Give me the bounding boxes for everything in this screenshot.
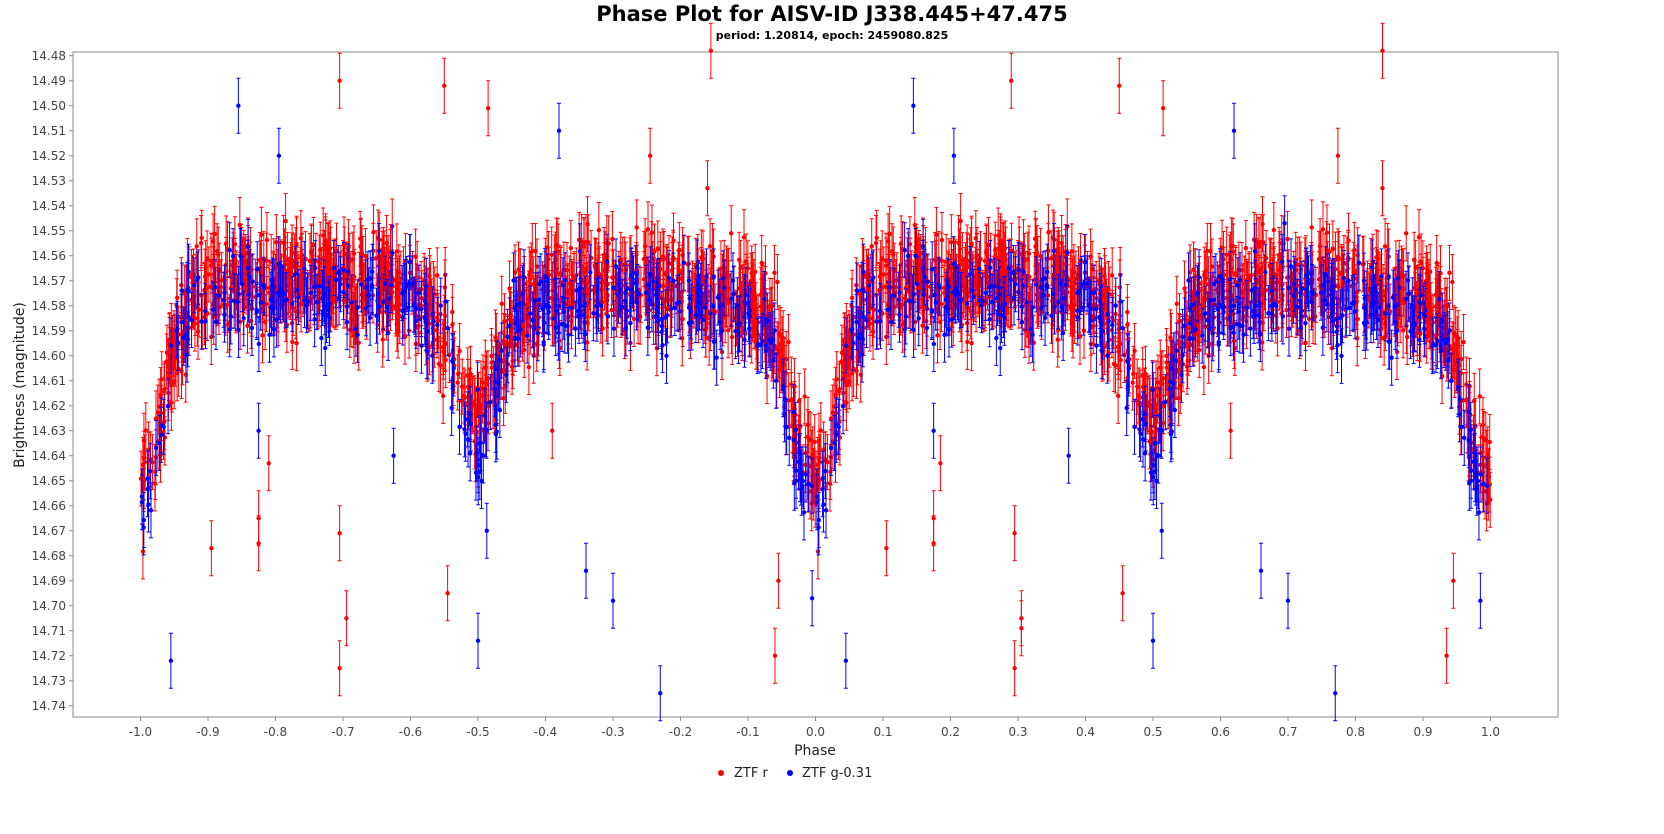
y-tick-label: 14.68 [32, 549, 66, 563]
x-tick-label: -0.9 [196, 725, 219, 739]
legend-marker-ztf-g [787, 770, 793, 776]
chart-subtitle: period: 1.20814, epoch: 2459080.825 [715, 29, 949, 42]
y-tick-label: 14.63 [32, 424, 66, 438]
x-tick-label: 0.5 [1143, 725, 1162, 739]
x-tick-label: 0.2 [941, 725, 960, 739]
y-tick-label: 14.70 [32, 599, 66, 613]
x-tick-label: -0.1 [736, 725, 759, 739]
ztf-r-point [1284, 282, 1289, 339]
x-tick-label: 0.8 [1346, 725, 1365, 739]
x-tick-label: 0.0 [806, 725, 825, 739]
y-tick-label: 14.56 [32, 249, 66, 263]
x-tick-label: 0.4 [1076, 725, 1095, 739]
x-tick-label: 0.7 [1278, 725, 1297, 739]
y-tick-label: 14.57 [32, 274, 66, 288]
chart-title: Phase Plot for AISV-ID J338.445+47.475 [596, 2, 1068, 26]
x-tick-label: -0.2 [669, 725, 692, 739]
y-tick-label: 14.72 [32, 649, 66, 663]
y-axis: 14.48 14.49 14.50 14.51 14.52 14.53 14.54 14.55… [32, 49, 73, 713]
x-tick-label: -0.7 [331, 725, 354, 739]
legend-label-ztf-r: ZTF r [734, 766, 768, 781]
ztf-r-point [1403, 205, 1409, 262]
legend-label-ztf-g: ZTF g-0.31 [802, 766, 872, 781]
plot-area [72, 51, 1559, 718]
legend-marker-ztf-r [718, 770, 724, 776]
x-tick-label: 0.9 [1413, 725, 1432, 739]
x-tick-label: -0.6 [399, 725, 422, 739]
data-points-layer [138, 22, 1493, 722]
y-tick-label: 14.65 [32, 474, 66, 488]
y-tick-label: 14.71 [32, 624, 66, 638]
y-tick-label: 14.69 [32, 574, 66, 588]
y-tick-label: 14.54 [32, 199, 66, 213]
ztf-r-point [609, 282, 614, 339]
x-tick-label: -0.4 [534, 725, 557, 739]
y-tick-label: 14.61 [32, 374, 66, 388]
x-axis: -1.0 -0.9 -0.8 -0.7 -0.6 -0.5 -0.4 -0.3 -0.2 -0.1… [129, 717, 1500, 739]
x-tick-label: -0.8 [264, 725, 287, 739]
y-tick-label: 14.73 [32, 674, 66, 688]
y-tick-label: 14.55 [32, 224, 66, 238]
y-tick-label: 14.48 [32, 49, 66, 63]
ztf-r-point [1130, 354, 1135, 411]
x-tick-label: 0.3 [1008, 725, 1027, 739]
y-tick-label: 14.59 [32, 324, 66, 338]
x-axis-label: Phase [794, 743, 836, 759]
y-tick-label: 14.58 [32, 299, 66, 313]
x-tick-label: -1.0 [129, 725, 152, 739]
x-tick-label: 0.6 [1211, 725, 1230, 739]
ztf-r-point [1461, 314, 1466, 371]
y-tick-label: 14.66 [32, 499, 66, 513]
ztf-r-point [455, 354, 460, 411]
y-tick-label: 14.52 [32, 149, 66, 163]
y-tick-label: 14.50 [32, 99, 66, 113]
y-tick-label: 14.60 [32, 349, 66, 363]
ztf-r-point [786, 314, 791, 371]
x-tick-label: 0.1 [873, 725, 892, 739]
legend: ZTF r ZTF g-0.31 [718, 766, 872, 781]
y-axis-label: Brightness (magnitude) [12, 302, 28, 468]
y-tick-label: 14.62 [32, 399, 66, 413]
y-tick-label: 14.53 [32, 174, 66, 188]
y-tick-label: 14.74 [32, 699, 66, 713]
y-tick-label: 14.67 [32, 524, 66, 538]
y-tick-label: 14.51 [32, 124, 66, 138]
y-tick-label: 14.49 [32, 74, 66, 88]
x-tick-label: 1.0 [1481, 725, 1500, 739]
x-tick-label: -0.5 [466, 725, 489, 739]
x-tick-label: -0.3 [601, 725, 624, 739]
y-tick-label: 14.64 [32, 449, 66, 463]
